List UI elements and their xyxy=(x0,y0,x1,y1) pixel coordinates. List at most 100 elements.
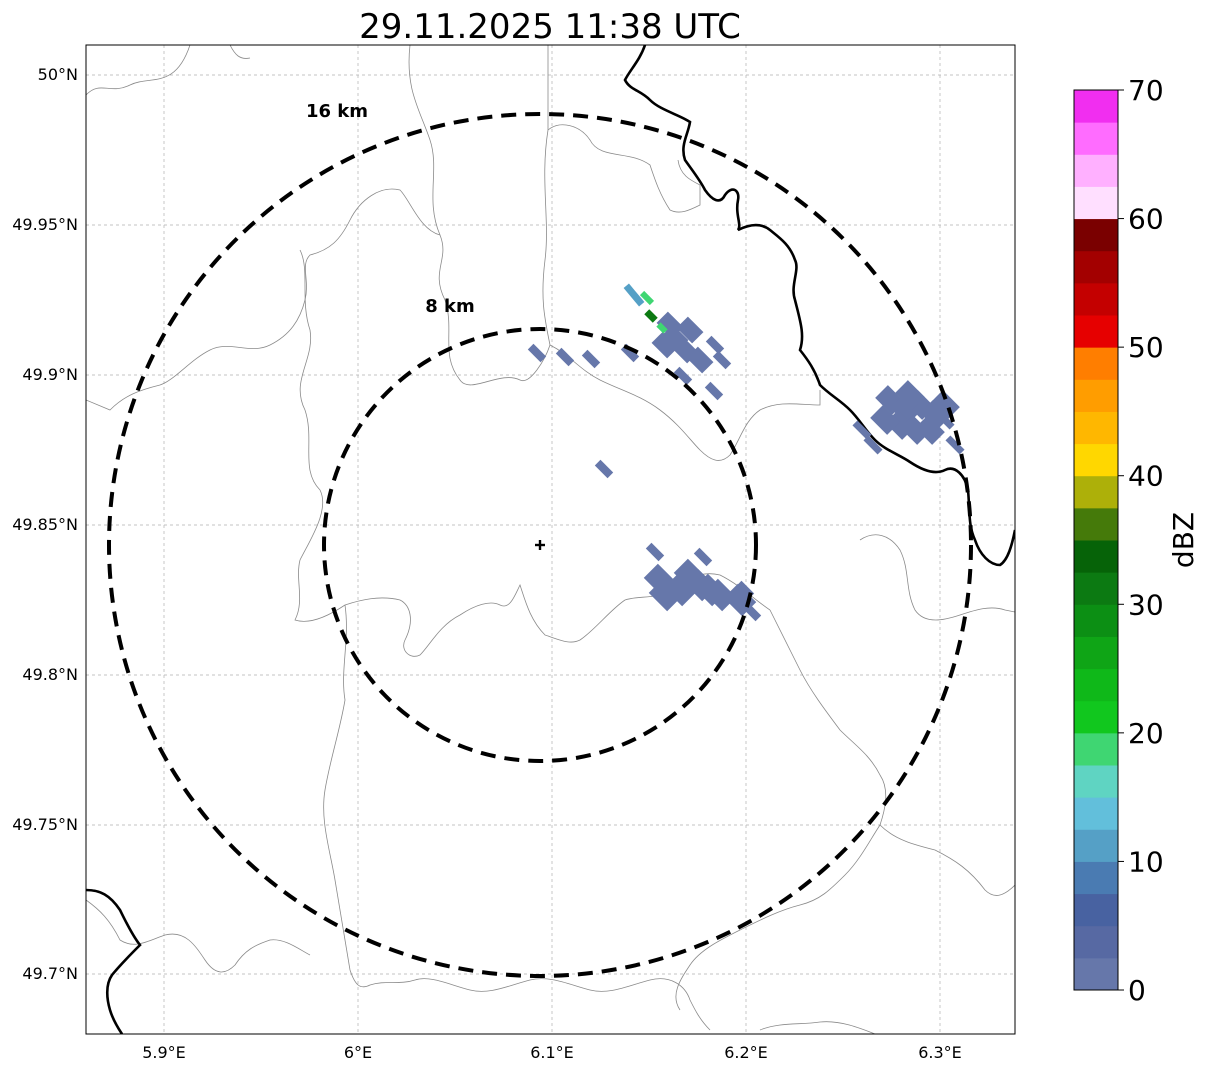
echo-cell xyxy=(661,324,689,352)
latitude-axis: 50°N 49.95°N 49.9°N 49.85°N 49.8°N 49.75… xyxy=(12,65,78,983)
colorbar-swatch xyxy=(1074,218,1118,252)
colorbar-tick-label: 60 xyxy=(1128,203,1164,236)
colorbar-swatch xyxy=(1074,315,1118,348)
colorbar-swatch xyxy=(1074,636,1118,670)
echo-cell xyxy=(673,558,707,592)
range-rings: 16 km 8 km xyxy=(107,101,973,978)
colorbar-frame xyxy=(1073,89,1119,991)
colorbar-swatch xyxy=(1074,797,1118,830)
colorbar-swatch xyxy=(1074,893,1118,927)
echo-cell xyxy=(555,347,575,367)
figure-title: 29.11.2025 11:38 UTC xyxy=(359,7,741,47)
colorbar-swatch xyxy=(1074,765,1118,798)
colorbar-swatch xyxy=(1074,925,1118,959)
map-frame xyxy=(85,44,1016,1035)
colorbar-tick-label: 0 xyxy=(1128,974,1146,1007)
colorbar-swatch xyxy=(1074,122,1118,155)
echo-cell xyxy=(663,573,697,607)
lat-tick-label: 49.95°N xyxy=(12,215,78,234)
colorbar-swatch xyxy=(1074,282,1118,316)
lat-tick-label: 49.7°N xyxy=(22,964,78,983)
colorbar-tick-label: 40 xyxy=(1128,460,1164,493)
echo-cell xyxy=(676,316,704,344)
colorbar-swatch xyxy=(1074,411,1118,445)
lon-tick-label: 6.1°E xyxy=(530,1043,574,1062)
colorbar-tick-label: 30 xyxy=(1128,588,1164,621)
echo-cell xyxy=(648,578,682,612)
country-borders xyxy=(86,45,1015,1034)
echo-cell xyxy=(900,415,930,445)
lat-tick-label: 50°N xyxy=(38,65,78,84)
range-ring-8km xyxy=(322,327,758,763)
map-panel: 16 km 8 km 5.9°E 6°E 6.1°E 6.2°E 6.3°E 5… xyxy=(12,44,1016,1062)
colorbar-ticks: 0 10 20 30 40 50 60 70 xyxy=(1118,74,1164,1007)
colorbar-swatches xyxy=(1074,90,1118,991)
colorbar-swatch xyxy=(1074,379,1118,412)
lat-tick-label: 49.9°N xyxy=(22,365,78,384)
lon-tick-label: 6°E xyxy=(344,1043,372,1062)
echo-cell xyxy=(705,335,725,355)
echo-cell xyxy=(742,602,762,622)
echo-cell xyxy=(581,349,601,369)
colorbar-swatch xyxy=(1074,154,1118,187)
echo-cell xyxy=(863,435,883,455)
echo-cell xyxy=(673,366,693,386)
echo-cell xyxy=(852,420,872,440)
colorbar-swatch xyxy=(1074,861,1118,895)
colorbar-swatch xyxy=(1074,700,1118,734)
colorbar-swatch xyxy=(1074,186,1118,220)
colorbar-tick-label: 10 xyxy=(1128,845,1164,878)
longitude-axis: 5.9°E 6°E 6.1°E 6.2°E 6.3°E xyxy=(142,1043,962,1062)
lat-tick-label: 49.8°N xyxy=(22,665,78,684)
colorbar-tick-label: 50 xyxy=(1128,331,1164,364)
echo-cell xyxy=(712,350,732,370)
colorbar-swatch xyxy=(1074,250,1118,284)
colorbar-swatch xyxy=(1074,90,1118,123)
colorbar-tick-label: 20 xyxy=(1128,717,1164,750)
colorbar-swatch xyxy=(1074,957,1118,991)
radar-echoes xyxy=(527,283,965,622)
colorbar-swatch xyxy=(1074,604,1118,637)
lon-tick-label: 6.2°E xyxy=(724,1043,768,1062)
range-label-8km: 8 km xyxy=(425,296,475,317)
echo-cell xyxy=(945,435,965,455)
echo-cell xyxy=(623,283,645,307)
range-label-16km: 16 km xyxy=(306,101,368,122)
echo-cell xyxy=(639,290,655,306)
colorbar-swatch xyxy=(1074,572,1118,605)
gridlines xyxy=(86,45,1015,1034)
colorbar-swatch xyxy=(1074,443,1118,477)
map-background xyxy=(86,45,1015,1034)
admin-borders xyxy=(86,45,1015,1034)
lon-tick-label: 5.9°E xyxy=(142,1043,186,1062)
echo-cell xyxy=(656,322,668,334)
echo-cell xyxy=(693,547,713,567)
colorbar-swatch xyxy=(1074,668,1118,702)
colorbar-swatch xyxy=(1074,475,1118,509)
echo-cell xyxy=(686,346,714,374)
echo-cell xyxy=(895,380,925,410)
colorbar: 0 10 20 30 40 50 60 70 dBZ xyxy=(1073,74,1200,1007)
echo-cell xyxy=(704,381,724,401)
echo-cell xyxy=(644,309,658,323)
colorbar-swatch xyxy=(1074,829,1118,862)
range-ring-16km xyxy=(107,112,973,978)
echo-cell xyxy=(935,410,955,430)
echo-cell xyxy=(930,390,960,420)
colorbar-tick-label: 70 xyxy=(1128,74,1164,107)
lon-tick-label: 6.3°E xyxy=(918,1043,962,1062)
echo-cell xyxy=(645,542,665,562)
colorbar-swatch xyxy=(1074,540,1118,573)
colorbar-swatch xyxy=(1074,732,1118,766)
echo-cell xyxy=(693,573,727,607)
radar-site-marker xyxy=(535,540,545,550)
colorbar-label: dBZ xyxy=(1167,512,1200,568)
colorbar-swatch xyxy=(1074,507,1118,541)
colorbar-swatch xyxy=(1074,347,1118,380)
lat-tick-label: 49.75°N xyxy=(12,815,78,834)
echo-cell xyxy=(594,459,614,479)
lat-tick-label: 49.85°N xyxy=(12,515,78,534)
echo-cell xyxy=(651,331,679,359)
echo-cell xyxy=(920,400,950,430)
